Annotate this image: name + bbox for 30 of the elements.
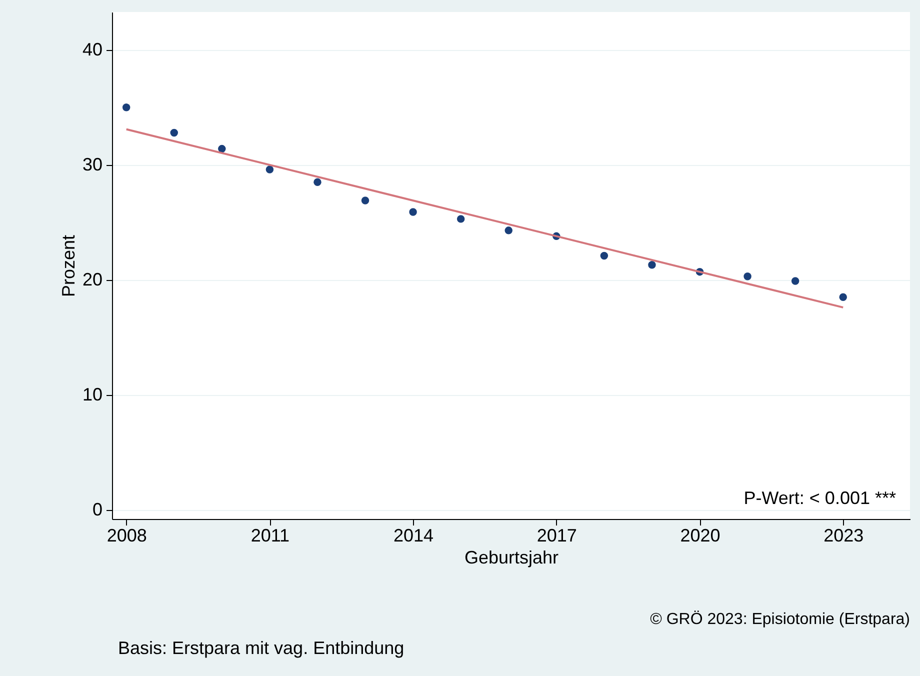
x-tick-label: 2011: [250, 526, 290, 546]
text: © GRÖ 2023: Episiotomie (Erstpara): [650, 610, 910, 628]
point: [170, 128, 178, 137]
point: [600, 252, 608, 260]
y-tick-label: 20: [82, 269, 102, 290]
point: [314, 178, 322, 186]
x-tick-label: 2008: [106, 526, 147, 546]
x-axis-title: Geburtsjahr: [464, 548, 559, 568]
y-tick-label: 40: [82, 39, 102, 60]
y-axis-title: Prozent: [58, 234, 78, 298]
x-tick-label: 2014: [394, 526, 434, 546]
y-tick-label: 0: [92, 499, 102, 520]
point: [648, 261, 656, 269]
y-tick-label: 10: [82, 384, 102, 404]
point: [456, 215, 465, 223]
x-tick-label: 2020: [680, 526, 720, 546]
point: [791, 277, 800, 285]
point: [744, 272, 752, 280]
y-tick-label: 30: [82, 154, 102, 174]
point: [839, 293, 847, 301]
point: [504, 226, 512, 234]
point: [122, 104, 130, 112]
point: [409, 208, 417, 216]
point: [266, 166, 274, 174]
annotation: P-Wert: < 0.001 ***: [744, 488, 896, 508]
x-tick-label: 2023: [824, 526, 864, 546]
point: [218, 144, 226, 153]
text: Basis: Erstpara mit vag. Entbindung: [118, 638, 404, 658]
x-tick-label: 2017: [536, 526, 577, 546]
point: [361, 196, 370, 204]
